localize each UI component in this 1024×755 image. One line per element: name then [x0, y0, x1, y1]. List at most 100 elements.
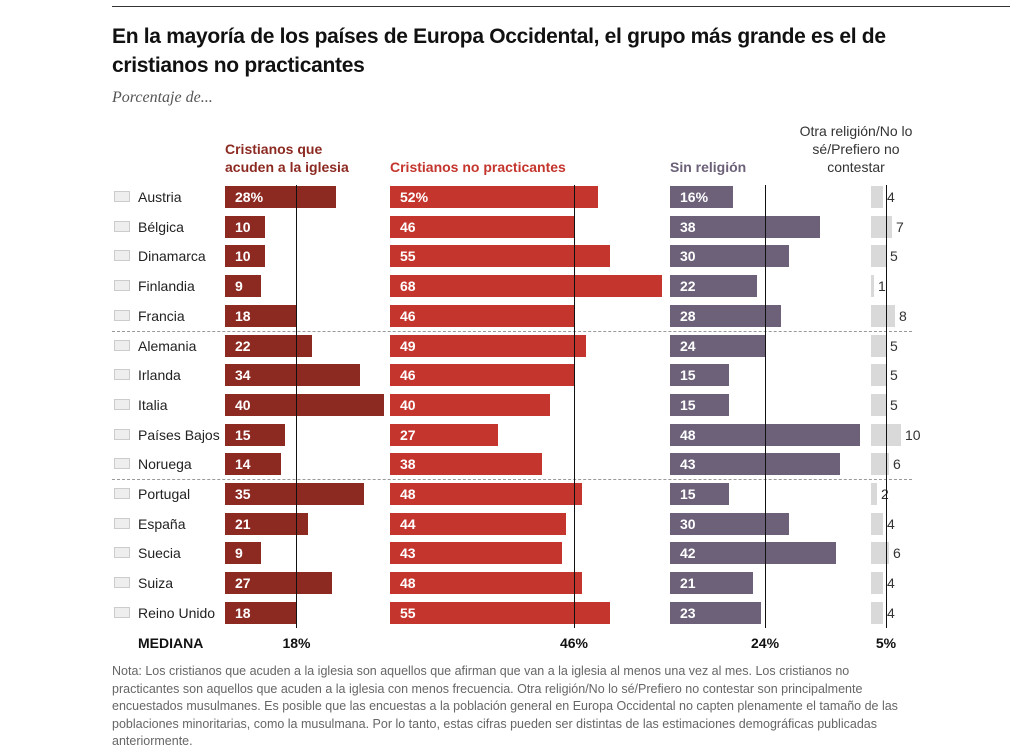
value-label: 24: [680, 337, 696, 354]
value-label: 5: [890, 337, 898, 354]
country-label: Países Bajos: [138, 426, 220, 443]
bar: [871, 453, 889, 476]
bar: [390, 423, 498, 446]
country-label: Suiza: [138, 575, 174, 592]
row-separator: [112, 479, 912, 481]
value-label: 2: [881, 486, 889, 502]
bar: [225, 512, 309, 535]
value-label: 15: [680, 396, 696, 413]
value-label: 9: [235, 278, 243, 295]
value-label: 38: [680, 218, 696, 235]
bar: [390, 364, 574, 387]
flag: [114, 517, 130, 529]
bar: [670, 275, 758, 298]
bar: [670, 304, 781, 327]
value-label: 10: [235, 218, 251, 235]
flag: [114, 398, 130, 410]
country-label: Dinamarca: [138, 248, 206, 265]
median-label: 46%: [559, 635, 589, 651]
country-label: Finlandia: [138, 278, 195, 295]
bar: [871, 334, 886, 357]
value-label: 22: [680, 278, 696, 295]
bar: [390, 393, 550, 416]
value-label: 46: [400, 218, 416, 235]
bar: [390, 275, 662, 298]
median-line: [296, 185, 298, 628]
value-label: 48: [680, 426, 696, 443]
country-label: España: [138, 515, 186, 532]
value-label: 49: [400, 337, 416, 354]
value-label: 21: [235, 515, 251, 532]
value-label: 35: [235, 486, 251, 502]
flag: [114, 547, 130, 559]
bar: [225, 245, 265, 268]
flag: [114, 220, 130, 232]
bar: [670, 542, 837, 565]
value-label: 52%: [400, 189, 429, 205]
bar: [670, 572, 754, 595]
flag: [114, 250, 130, 262]
value-label: 28: [680, 307, 696, 324]
bar: [390, 601, 610, 624]
median-title: MEDIANA: [138, 635, 204, 651]
value-label: 14: [235, 456, 251, 473]
bar: [670, 334, 766, 357]
flag: [114, 606, 130, 618]
median-line: [574, 185, 575, 628]
value-label: 46: [400, 307, 416, 324]
flag: [114, 309, 130, 321]
bar: [670, 512, 789, 535]
bar: [871, 483, 877, 505]
country-label: Irlanda: [138, 367, 181, 384]
value-label: 30: [680, 515, 696, 532]
flag: [114, 488, 130, 499]
row-separator: [112, 330, 912, 332]
bar: [871, 304, 895, 327]
value-label: 8: [899, 307, 907, 324]
value-label: 6: [893, 545, 901, 562]
flag: [114, 339, 130, 351]
value-label: 5: [890, 396, 898, 413]
bar: [871, 245, 886, 268]
value-label: 48: [400, 486, 416, 502]
value-label: 9: [235, 545, 243, 562]
bar: [390, 512, 566, 535]
bar: [670, 601, 762, 624]
bar: [225, 393, 384, 416]
bar: [670, 245, 789, 268]
value-label: 4: [887, 515, 895, 532]
value-label: 38: [400, 456, 416, 473]
value-label: 28%: [235, 189, 264, 205]
bar: [225, 601, 297, 624]
note: Nota: Los cristianos que acuden a la igl…: [112, 664, 898, 748]
bar: [390, 245, 610, 268]
flag: [114, 428, 130, 440]
value-label: 15: [680, 486, 696, 502]
bar: [225, 364, 360, 387]
value-label: 7: [896, 218, 904, 235]
bar: [390, 483, 582, 505]
bar: [871, 215, 892, 238]
value-label: 46: [400, 367, 416, 384]
bar: [225, 275, 261, 298]
flag: [114, 280, 130, 292]
value-label: 5: [890, 367, 898, 384]
value-label: 16%: [680, 189, 709, 205]
value-label: 27: [400, 426, 416, 443]
median-label: 5%: [875, 635, 897, 651]
bar: [225, 304, 297, 327]
bar: [225, 542, 261, 565]
value-label: 43: [400, 545, 416, 562]
median-label: 24%: [751, 635, 780, 651]
value-label: 68: [400, 278, 416, 295]
value-label: 44: [400, 515, 416, 532]
value-label: 27: [235, 575, 251, 592]
country-label: Bélgica: [138, 218, 184, 235]
country-label: Portugal: [138, 486, 191, 502]
bar: [871, 275, 874, 298]
series-header: Cristianos no practicantes: [390, 159, 566, 175]
bar: [871, 601, 883, 624]
flag: [114, 191, 130, 202]
flag: [114, 369, 130, 381]
